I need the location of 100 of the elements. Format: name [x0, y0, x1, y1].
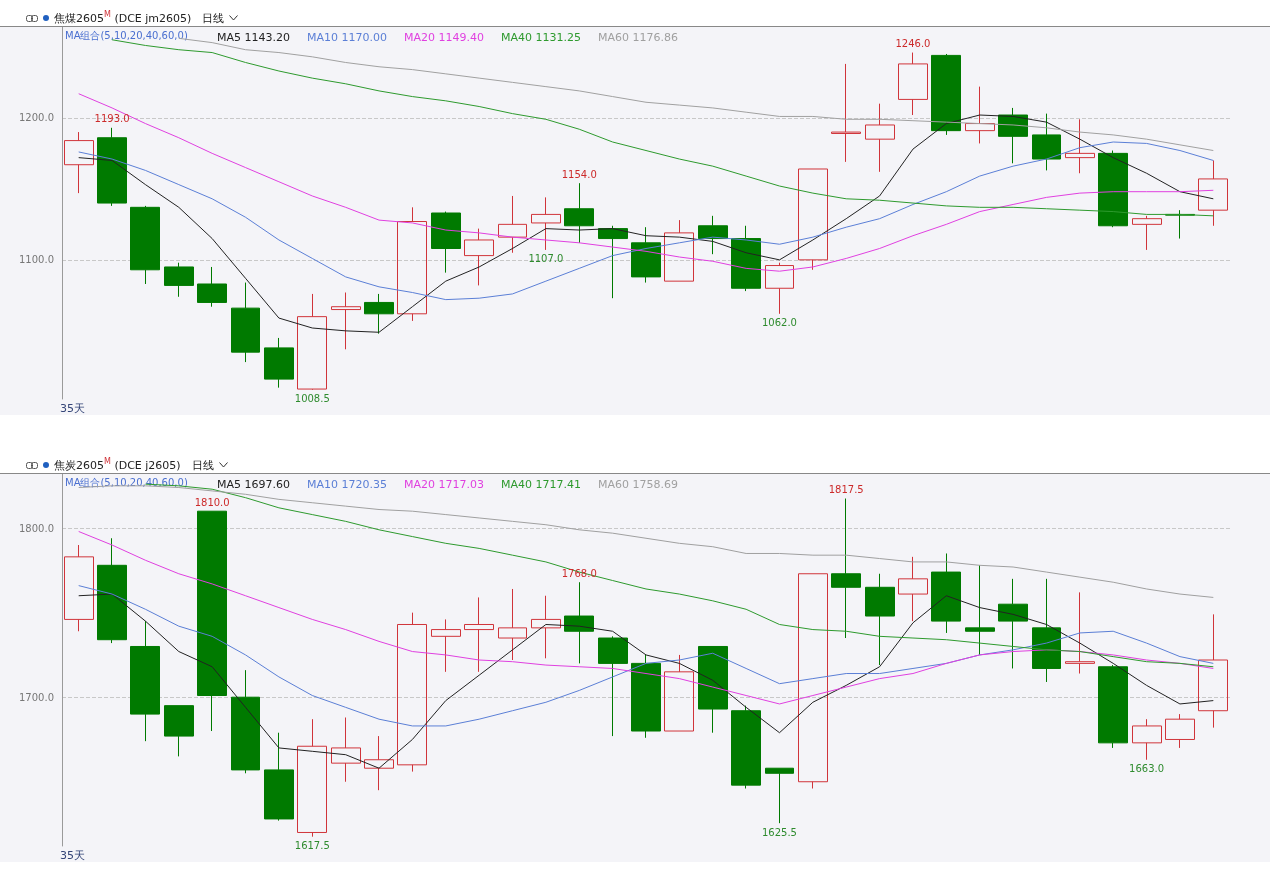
candlestick — [1165, 713, 1195, 749]
candlestick — [97, 127, 127, 207]
candlestick — [130, 205, 160, 285]
candlestick — [664, 654, 694, 732]
candlestick — [130, 620, 160, 742]
candlestick — [297, 293, 327, 391]
candlestick — [1098, 664, 1128, 749]
candlestick — [531, 196, 561, 251]
candlestick — [1198, 159, 1228, 227]
text: 35天 — [60, 849, 85, 862]
line-series — [78, 585, 1214, 727]
legend-title: MA组合(5,10,20,40,60,0) — [65, 29, 188, 41]
candlestick — [765, 767, 794, 824]
candlestick — [798, 573, 828, 790]
candlestick — [197, 266, 227, 308]
annotation: 1107.0 — [528, 253, 564, 265]
chart-subtitle: 日线 — [202, 10, 225, 26]
candlestick — [1032, 578, 1061, 683]
y-tick-label: 1100.0 — [19, 254, 54, 266]
candlestick — [297, 718, 327, 838]
candlestick — [1098, 150, 1128, 228]
line-series — [78, 93, 1214, 272]
candlestick — [197, 510, 227, 732]
candlestick — [1132, 718, 1162, 761]
candlestick — [498, 588, 527, 661]
candlestick — [231, 282, 260, 363]
text: MA10 1720.35 — [307, 477, 387, 491]
annotation: 1062.0 — [761, 317, 797, 329]
candlestick — [965, 564, 995, 656]
annotation: 1154.0 — [561, 168, 597, 180]
candlestick — [865, 573, 895, 666]
candlestick — [1065, 591, 1095, 675]
annotation: 1008.5 — [294, 393, 330, 405]
line-series — [78, 114, 1214, 333]
candlestick — [631, 226, 661, 284]
candlestick — [64, 131, 94, 194]
line-series — [78, 530, 1214, 705]
candlestick — [865, 103, 895, 173]
candlestick — [531, 595, 561, 659]
candlestick — [464, 596, 494, 673]
text: MA60 1758.69 — [597, 477, 678, 491]
candlestick — [64, 544, 94, 632]
annotation: 1810.0 — [194, 496, 230, 508]
candlestick — [264, 732, 294, 822]
annotation: 1617.5 — [294, 840, 330, 852]
candlestick — [331, 292, 361, 350]
candlestick — [231, 669, 260, 774]
candlestick — [631, 654, 661, 739]
text: MA20 1717.03 — [404, 477, 484, 491]
candlestick — [664, 219, 694, 282]
candlestick — [97, 537, 127, 644]
candlestick — [698, 645, 728, 734]
chart-subtitle: 日线 — [191, 457, 214, 473]
legend-title: MA组合(5,10,20,40,60,0) — [65, 476, 188, 488]
annotation: 1817.5 — [828, 484, 864, 496]
text: MA5 1143.20 — [217, 30, 290, 44]
text: 35天 — [60, 402, 85, 415]
candlestick — [1132, 215, 1162, 251]
annotation: 1193.0 — [94, 113, 130, 125]
candlestick — [765, 262, 794, 315]
candlestick — [931, 53, 961, 136]
y-tick-label: 1200.0 — [19, 112, 54, 124]
y-tick-label: 1800.0 — [19, 522, 54, 534]
candlestick — [931, 552, 961, 634]
candlestick — [1032, 113, 1061, 171]
candlestick — [431, 618, 461, 673]
candlestick — [998, 578, 1028, 669]
candlestick — [1065, 118, 1095, 174]
candlestick — [564, 581, 594, 664]
annotation: 1663.0 — [1129, 763, 1165, 775]
candlestick — [731, 225, 761, 292]
candlestick — [598, 635, 628, 737]
candlestick — [564, 182, 594, 244]
candlestick — [898, 556, 928, 622]
candlestick — [798, 168, 828, 271]
candlestick — [431, 211, 461, 274]
text: MA10 1170.00 — [307, 30, 387, 44]
candlestick — [364, 735, 394, 791]
chart-title: 焦炭2605$^{M}$ (DCE j2605) — [54, 457, 181, 473]
annotation: 1246.0 — [895, 38, 931, 50]
text: MA40 1717.41 — [500, 477, 581, 491]
text: MA20 1149.40 — [404, 30, 484, 44]
candlestick — [397, 612, 427, 773]
candlestick — [731, 705, 761, 790]
candlestick — [364, 293, 394, 335]
line-series — [78, 141, 1214, 301]
text: MA60 1176.86 — [597, 30, 678, 44]
candlestick — [831, 63, 861, 163]
candlestick — [498, 195, 527, 254]
candlestick — [831, 498, 861, 639]
candlestick — [164, 705, 194, 757]
candlestick — [1198, 613, 1228, 729]
candlestick — [464, 228, 494, 286]
candlestick — [264, 337, 294, 389]
candlestick — [164, 262, 194, 298]
text: MA5 1697.60 — [217, 477, 290, 491]
annotation: 1625.5 — [761, 826, 797, 838]
y-tick-label: 1700.0 — [19, 691, 54, 703]
text: MA40 1131.25 — [500, 30, 581, 44]
candlestick — [898, 52, 928, 116]
